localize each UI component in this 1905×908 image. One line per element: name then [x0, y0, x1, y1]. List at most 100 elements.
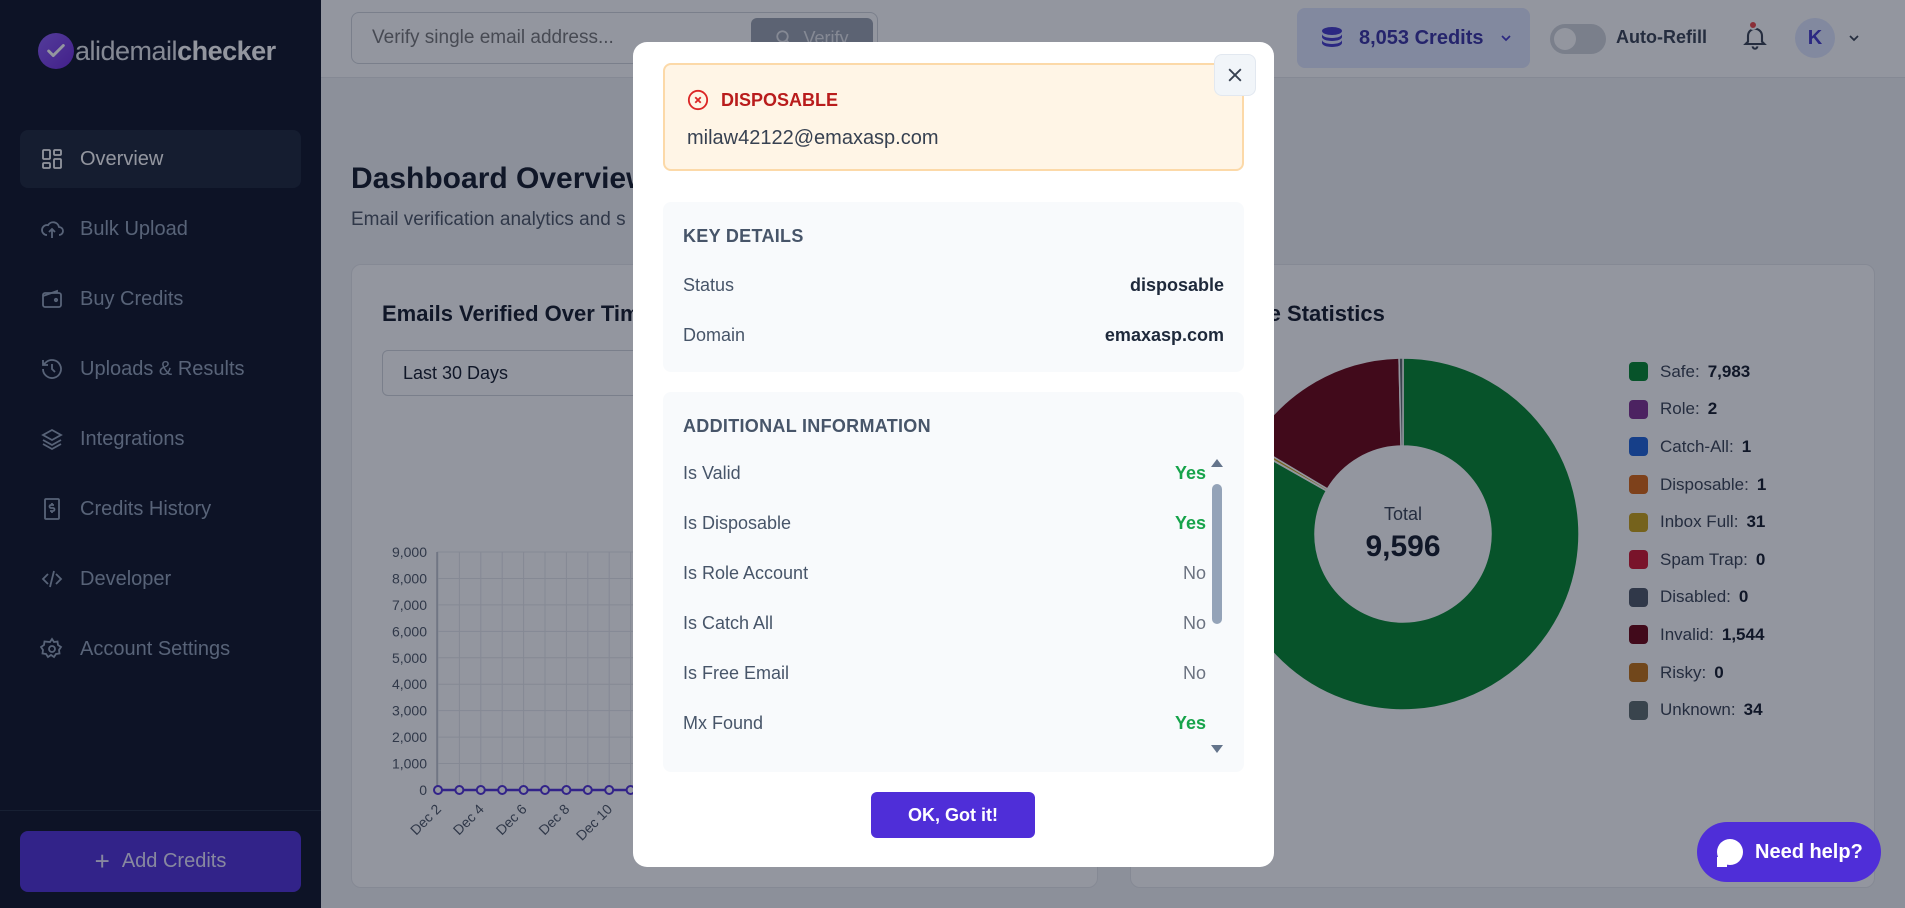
donut-slice-unknown — [1398, 357, 1404, 447]
info-label: Is Valid — [683, 462, 741, 483]
scroll-up-icon[interactable] — [1210, 458, 1224, 468]
data-point — [540, 785, 550, 795]
legend-item-disabled[interactable]: Disabled: 0 — [1629, 579, 1766, 617]
additional-info-title: ADDITIONAL INFORMATION — [683, 416, 931, 436]
sidebar-item-overview[interactable]: Overview — [20, 130, 301, 188]
sidebar-item-label: Overview — [80, 147, 164, 170]
detail-label: Status — [683, 274, 735, 295]
info-value: Yes — [1174, 462, 1206, 483]
y-tick-label: 2,000 — [392, 729, 427, 745]
info-row: Is Free Email No — [683, 658, 1206, 688]
chevron-down-icon — [1500, 35, 1511, 42]
auto-refill-toggle[interactable] — [1550, 24, 1606, 54]
legend-swatch — [1629, 550, 1648, 570]
legend-item-invalid[interactable]: Invalid: 1,544 — [1629, 616, 1766, 654]
legend-label: Disposable: — [1660, 474, 1749, 494]
legend-label: Inbox Full: — [1660, 512, 1739, 532]
donut-slice-invalid — [1250, 357, 1402, 490]
legend-label: Role: — [1660, 399, 1700, 419]
legend-value: 1,544 — [1721, 624, 1765, 644]
sidebar-item-buy-credits[interactable]: Buy Credits — [20, 270, 301, 328]
logo-text-bold: checker — [177, 35, 276, 66]
ok-got-it-button[interactable]: OK, Got it! — [871, 792, 1035, 838]
legend-item-spam-trap[interactable]: Spam Trap: 0 — [1629, 541, 1766, 579]
legend-value: 7,983 — [1707, 361, 1751, 381]
chevron-down-icon[interactable] — [1846, 30, 1862, 46]
sidebar-item-uploads-results[interactable]: Uploads & Results — [20, 340, 301, 398]
sidebar-item-developer[interactable]: Developer — [20, 550, 301, 608]
sidebar-item-integrations[interactable]: Integrations — [20, 410, 301, 468]
legend-item-inbox-full[interactable]: Inbox Full: 31 — [1629, 503, 1766, 541]
sidebar-item-label: Integrations — [80, 427, 185, 450]
verify-email-input[interactable] — [352, 27, 732, 49]
result-email: milaw42122@emaxasp.com — [687, 127, 939, 149]
legend-label: Catch-All: — [1660, 436, 1734, 456]
status-label: DISPOSABLE — [687, 89, 838, 111]
legend-swatch — [1629, 399, 1648, 419]
info-row: Is Disposable Yes — [683, 508, 1206, 538]
additional-info-section: ADDITIONAL INFORMATION Is Valid Yes Is D… — [663, 392, 1244, 772]
scrollbar-thumb[interactable] — [1212, 484, 1222, 624]
sidebar-item-label: Uploads & Results — [80, 357, 245, 380]
legend-swatch — [1629, 362, 1648, 382]
logo-check-icon — [38, 33, 74, 69]
info-value: No — [1182, 612, 1206, 633]
scrollbar[interactable] — [1211, 459, 1223, 753]
need-help-label: Need help? — [1755, 840, 1863, 863]
code-icon — [41, 570, 63, 588]
legend-value: 0 — [1755, 549, 1766, 569]
close-button[interactable] — [1214, 54, 1256, 96]
data-point — [604, 785, 615, 795]
legend-item-catch-all[interactable]: Catch-All: 1 — [1629, 428, 1766, 466]
legend-label: Spam Trap: — [1660, 549, 1748, 569]
gear-icon — [40, 637, 63, 659]
sidebar-item-bulk-upload[interactable]: Bulk Upload — [20, 200, 301, 258]
need-help-button[interactable]: Need help? — [1697, 822, 1881, 882]
legend-label: Disabled: — [1660, 587, 1731, 607]
legend-item-safe[interactable]: Safe: 7,983 — [1629, 353, 1766, 391]
info-label: Mx Found — [683, 712, 764, 733]
legend-item-unknown[interactable]: Unknown: 34 — [1629, 691, 1766, 729]
data-point — [582, 785, 593, 795]
sidebar-item-credits-history[interactable]: Credits History — [20, 480, 301, 538]
logo[interactable]: alidemail checker — [38, 33, 276, 69]
info-row: Mx Found Yes — [683, 708, 1206, 738]
add-credits-button[interactable]: + Add Credits — [20, 831, 301, 892]
legend-value: 2 — [1707, 399, 1718, 419]
detail-label: Domain — [683, 324, 746, 345]
history-icon — [42, 359, 62, 379]
detail-value: emaxasp.com — [1104, 324, 1224, 345]
y-tick-label: 7,000 — [392, 597, 427, 613]
y-tick-label: 4,000 — [392, 676, 427, 692]
legend-value: 0 — [1714, 662, 1724, 682]
info-row: Is Role Account No — [683, 558, 1206, 588]
legend-label: Risky: — [1660, 662, 1707, 682]
y-tick-label: 9,000 — [392, 544, 427, 560]
date-range-label: Last 30 Days — [403, 362, 509, 383]
y-tick-label: 3,000 — [392, 703, 427, 719]
sidebar-item-account-settings[interactable]: Account Settings — [20, 620, 301, 678]
receipt-icon — [44, 498, 60, 520]
sidebar-item-label: Buy Credits — [80, 287, 184, 310]
notification-dot — [1748, 20, 1758, 30]
legend-item-disposable[interactable]: Disposable: 1 — [1629, 466, 1766, 504]
page-subtitle: Email verification analytics and s — [351, 209, 626, 230]
legend-swatch — [1629, 475, 1648, 495]
legend-value: 1 — [1756, 474, 1767, 494]
status-label-text: DISPOSABLE — [721, 89, 839, 110]
info-label: Is Free Email — [683, 662, 790, 683]
bell-icon[interactable] — [1741, 22, 1769, 52]
legend-value: 1 — [1741, 436, 1752, 456]
avatar[interactable]: K — [1795, 18, 1835, 58]
donut-total-label: Total — [1384, 504, 1422, 524]
detail-row: Status disposable — [683, 270, 1224, 300]
legend-item-role[interactable]: Role: 2 — [1629, 391, 1766, 429]
legend-swatch — [1629, 437, 1648, 457]
chat-bubble-icon — [1717, 839, 1743, 867]
info-row: Is Catch All No — [683, 608, 1206, 638]
donut-total-value: 9,596 — [1365, 530, 1440, 563]
legend-item-risky[interactable]: Risky: 0 — [1629, 654, 1766, 692]
upload-cloud-icon — [41, 221, 64, 238]
scroll-down-icon[interactable] — [1210, 744, 1224, 754]
credits-dropdown[interactable]: 8,053 Credits — [1297, 8, 1530, 68]
